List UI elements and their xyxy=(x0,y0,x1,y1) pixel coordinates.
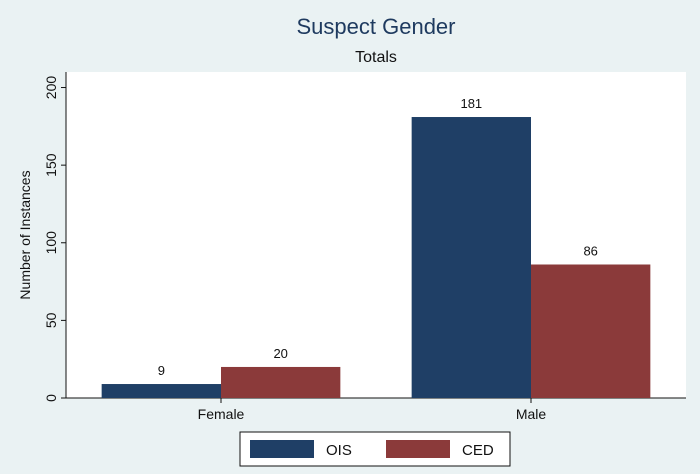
bar-ois-male xyxy=(411,117,531,399)
y-tick-label: 100 xyxy=(43,231,59,255)
bar-ois-female xyxy=(101,384,221,398)
data-label: 181 xyxy=(460,96,482,111)
data-labels: 9 20 181 86 xyxy=(158,96,598,378)
chart-title: Suspect Gender xyxy=(297,14,456,39)
data-label: 86 xyxy=(583,243,597,258)
x-tick-label: Male xyxy=(516,406,547,422)
bars xyxy=(101,117,651,399)
y-ticks: 0 50 100 150 200 xyxy=(43,76,66,402)
legend-label-ois: OIS xyxy=(326,442,352,459)
legend-swatch-ced xyxy=(386,440,450,458)
y-axis-title: Number of Instances xyxy=(17,170,33,299)
y-tick-label: 200 xyxy=(43,76,59,100)
legend-swatch-ois xyxy=(250,440,314,458)
y-tick-label: 50 xyxy=(43,312,59,328)
y-tick-label: 0 xyxy=(43,394,59,402)
legend: OIS CED xyxy=(239,431,511,467)
x-tick-label: Female xyxy=(198,406,245,422)
bar-ced-female xyxy=(221,366,341,398)
data-label: 9 xyxy=(158,363,165,378)
y-tick-label: 150 xyxy=(43,153,59,177)
bar-ced-male xyxy=(531,264,651,398)
x-tick-labels: Female Male xyxy=(198,398,547,422)
legend-label-ced: CED xyxy=(462,442,494,459)
data-label: 20 xyxy=(273,346,287,361)
chart-subtitle: Totals xyxy=(355,49,397,66)
